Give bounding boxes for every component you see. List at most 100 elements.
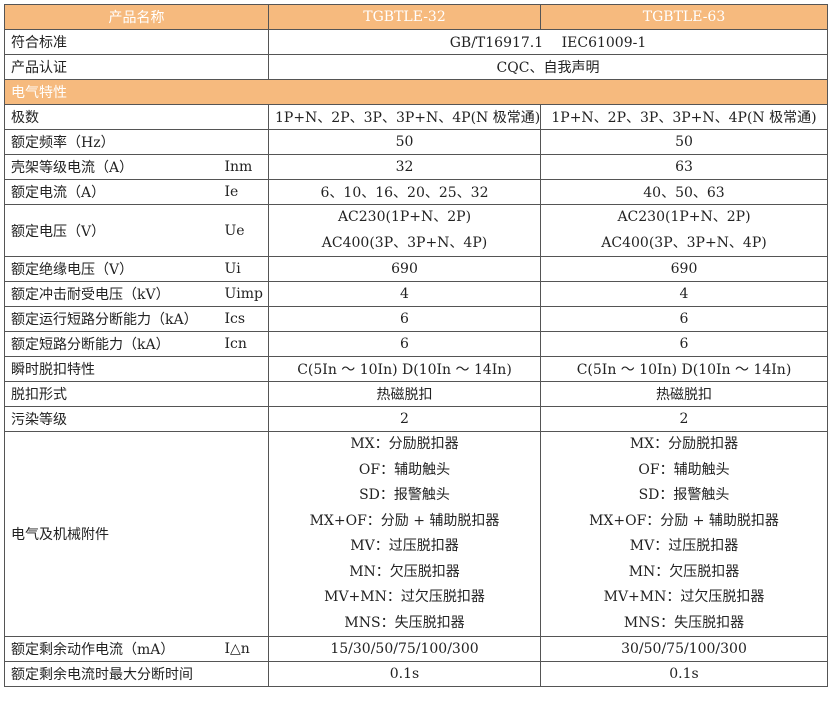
- value-line: MV+MN：过欠压脱扣器: [324, 589, 485, 605]
- table-row: 额定频率（Hz） 50 50: [4, 129, 828, 155]
- table-row: 瞬时脱扣特性 C(5In ～ 10In) D(10In ～ 14In) C(5In …: [4, 356, 828, 382]
- row-value-63: 热磁脱扣: [540, 381, 828, 407]
- row-value-63: AC230(1P+N、2P) AC400(3P、3P+N、4P): [540, 204, 828, 257]
- row-value-32: AC230(1P+N、2P) AC400(3P、3P+N、4P): [268, 204, 541, 257]
- table-row: 额定剩余动作电流（mA） I△n 15/30/50/75/100/300 30/50/…: [4, 636, 828, 662]
- value-line: MX+OF：分励 + 辅助脱扣器: [589, 512, 779, 529]
- row-label: 极数: [4, 104, 269, 130]
- value-line: MNS：失压脱扣器: [623, 614, 745, 631]
- table-row: 额定短路分断能力（kA） Icn 6 6: [4, 331, 828, 357]
- value-line: MV+MN：过欠压脱扣器: [603, 589, 765, 605]
- value-line: AC230(1P+N、2P): [617, 209, 751, 225]
- table-row: 额定电压（V） Ue AC230(1P+N、2P) AC400(3P、3P+N、4P)…: [4, 204, 828, 257]
- value-line: SD：报警触头: [638, 487, 730, 503]
- value-line: MX：分励脱扣器: [350, 436, 459, 452]
- header-row: 产品名称 TGBTLE-32 TGBTLE-63: [4, 4, 828, 30]
- row-value-32: 15/30/50/75/100/300: [268, 636, 541, 662]
- row-label: 额定冲击耐受电压（kV）: [4, 281, 225, 307]
- value-line: SD：报警触头: [359, 487, 450, 503]
- table-row: 壳架等级电流（A） Inm 32 63: [4, 154, 828, 180]
- row-label: 污染等级: [4, 406, 269, 432]
- value-line: AC400(3P、3P+N、4P): [601, 234, 767, 251]
- row-value-32: 4: [268, 281, 541, 307]
- spec-table: 产品名称 TGBTLE-32 TGBTLE-63 符合标准 GB/T16917.1…: [4, 4, 828, 687]
- table-row: 污染等级 2 2: [4, 406, 828, 432]
- row-value-63: 4: [540, 281, 828, 307]
- table-row: 产品认证 CQC、自我声明: [4, 54, 828, 80]
- table-row: 额定运行短路分断能力（kA） Ics 6 6: [4, 306, 828, 332]
- row-symbol: Icn: [224, 331, 269, 357]
- row-label: 电气及机械附件: [4, 431, 269, 637]
- table-row: 额定剩余电流时最大分断时间 0.1s 0.1s: [4, 661, 828, 687]
- table-row: 电气及机械附件 MX：分励脱扣器 OF：辅助触头 SD：报警触头 MX+OF：分励 + …: [4, 431, 828, 637]
- value-line: MN：欠压脱扣器: [349, 563, 460, 580]
- header-model-63: TGBTLE-63: [540, 4, 828, 30]
- row-label: 额定剩余电流时最大分断时间: [4, 661, 269, 687]
- section-row: 电气特性: [4, 79, 828, 105]
- table-row: 额定冲击耐受电压（kV） Uimp 4 4: [4, 281, 828, 307]
- row-value-63: 50: [540, 129, 828, 155]
- value-line: MV：过压脱扣器: [350, 538, 459, 554]
- table-row: 额定电流（A） Ie 6、10、16、20、25、32 40、50、63: [4, 179, 828, 205]
- row-value-63: 6: [540, 331, 828, 357]
- value-line: MX+OF：分励 + 辅助脱扣器: [309, 512, 500, 529]
- row-value-63: 63: [540, 154, 828, 180]
- row-value-63: 690: [540, 256, 828, 282]
- row-symbol: Uimp: [224, 281, 269, 307]
- row-label: 额定电压（V）: [4, 204, 225, 257]
- row-value-32: 1P+N、2P、3P、3P+N、4P(N 极常通): [268, 104, 541, 130]
- row-value-32: C(5In ～ 10In) D(10In ～ 14In): [268, 356, 541, 382]
- row-symbol: Ics: [224, 306, 269, 332]
- row-value-32: 6: [268, 306, 541, 332]
- table-row: 符合标准 GB/T16917.1 IEC61009-1: [4, 29, 828, 55]
- value-line: MX：分励脱扣器: [629, 436, 739, 452]
- header-product-name: 产品名称: [4, 4, 269, 30]
- row-value-63: C(5In ～ 10In) D(10In ～ 14In): [540, 356, 828, 382]
- value-line: MN：欠压脱扣器: [628, 563, 740, 580]
- section-title: 电气特性: [4, 79, 828, 105]
- value-line: AC230(1P+N、2P): [337, 209, 472, 225]
- row-value-63: 1P+N、2P、3P、3P+N、4P(N 极常通): [540, 104, 828, 130]
- row-label: 瞬时脱扣特性: [4, 356, 269, 382]
- table-row: 极数 1P+N、2P、3P、3P+N、4P(N 极常通) 1P+N、2P、3P、3P…: [4, 104, 828, 130]
- row-value-63: 30/50/75/100/300: [540, 636, 828, 662]
- row-value-63: 2: [540, 406, 828, 432]
- row-label: 额定电流（A）: [4, 179, 225, 205]
- table-row: 脱扣形式 热磁脱扣 热磁脱扣: [4, 381, 828, 407]
- table-row: 额定绝缘电压（V） Ui 690 690: [4, 256, 828, 282]
- row-symbol: I△n: [224, 636, 269, 662]
- row-value-63: 0.1s: [540, 661, 828, 687]
- row-value-32: 690: [268, 256, 541, 282]
- row-value-32: 32: [268, 154, 541, 180]
- header-model-32: TGBTLE-32: [268, 4, 541, 30]
- row-label: 额定运行短路分断能力（kA）: [4, 306, 225, 332]
- row-value-63: 6: [540, 306, 828, 332]
- row-symbol: Ue: [224, 204, 269, 257]
- value-line: AC400(3P、3P+N、4P): [321, 234, 488, 251]
- row-label: 额定频率（Hz）: [4, 129, 269, 155]
- value-line: OF：辅助触头: [358, 461, 451, 478]
- row-value-32: 6、10、16、20、25、32: [268, 179, 541, 205]
- row-value-32: 6: [268, 331, 541, 357]
- row-symbol: Inm: [224, 154, 269, 180]
- value-line: MNS：失压脱扣器: [344, 614, 465, 631]
- row-symbol: Ie: [224, 179, 269, 205]
- value-line: OF：辅助触头: [638, 461, 730, 478]
- row-label: 脱扣形式: [4, 381, 269, 407]
- row-label: 额定剩余动作电流（mA）: [4, 636, 225, 662]
- row-value-32: 热磁脱扣: [268, 381, 541, 407]
- row-value-32: 0.1s: [268, 661, 541, 687]
- row-value-32: 50: [268, 129, 541, 155]
- row-value-63: MX：分励脱扣器 OF：辅助触头 SD：报警触头 MX+OF：分励 + 辅助脱扣器 MV…: [540, 431, 828, 637]
- row-label: 壳架等级电流（A）: [4, 154, 225, 180]
- row-symbol: Ui: [224, 256, 269, 282]
- row-value: CQC、自我声明: [268, 54, 828, 80]
- row-value-32: 2: [268, 406, 541, 432]
- row-label: 符合标准: [4, 29, 269, 55]
- row-value: GB/T16917.1 IEC61009-1: [268, 29, 828, 55]
- value-line: MV：过压脱扣器: [629, 538, 739, 554]
- row-label: 产品认证: [4, 54, 269, 80]
- row-label: 额定绝缘电压（V）: [4, 256, 225, 282]
- row-label: 额定短路分断能力（kA）: [4, 331, 225, 357]
- row-value-32: MX：分励脱扣器 OF：辅助触头 SD：报警触头 MX+OF：分励 + 辅助脱扣器 MV…: [268, 431, 541, 637]
